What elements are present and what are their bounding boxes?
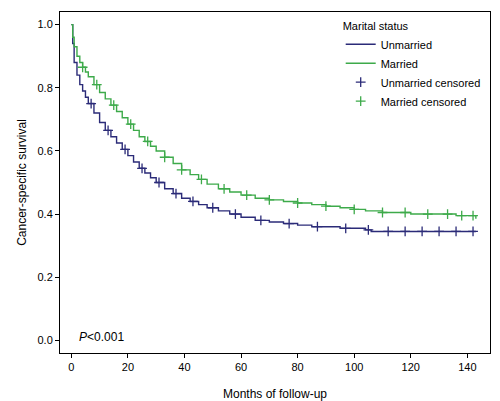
svg-text:0.4: 0.4: [38, 208, 53, 220]
svg-text:Cancer-specific survival: Cancer-specific survival: [15, 119, 29, 246]
svg-text:Married censored: Married censored: [381, 96, 467, 108]
svg-text:140: 140: [458, 361, 476, 373]
svg-text:60: 60: [235, 361, 247, 373]
svg-text:Unmarried censored: Unmarried censored: [381, 77, 481, 89]
svg-text:100: 100: [345, 361, 363, 373]
svg-text:0.0: 0.0: [38, 334, 53, 346]
svg-text:P<0.001: P<0.001: [79, 330, 124, 344]
svg-text:Months of follow-up: Months of follow-up: [223, 387, 327, 401]
svg-text:Unmarried: Unmarried: [381, 39, 432, 51]
svg-text:20: 20: [122, 361, 134, 373]
svg-text:0.8: 0.8: [38, 82, 53, 94]
svg-text:80: 80: [292, 361, 304, 373]
svg-text:Married: Married: [381, 58, 418, 70]
svg-text:120: 120: [402, 361, 420, 373]
svg-text:1.0: 1.0: [38, 18, 53, 30]
svg-text:0.2: 0.2: [38, 271, 53, 283]
svg-text:Marital status: Marital status: [343, 20, 409, 32]
svg-text:0: 0: [68, 361, 74, 373]
svg-text:40: 40: [178, 361, 190, 373]
svg-text:0.6: 0.6: [38, 145, 53, 157]
